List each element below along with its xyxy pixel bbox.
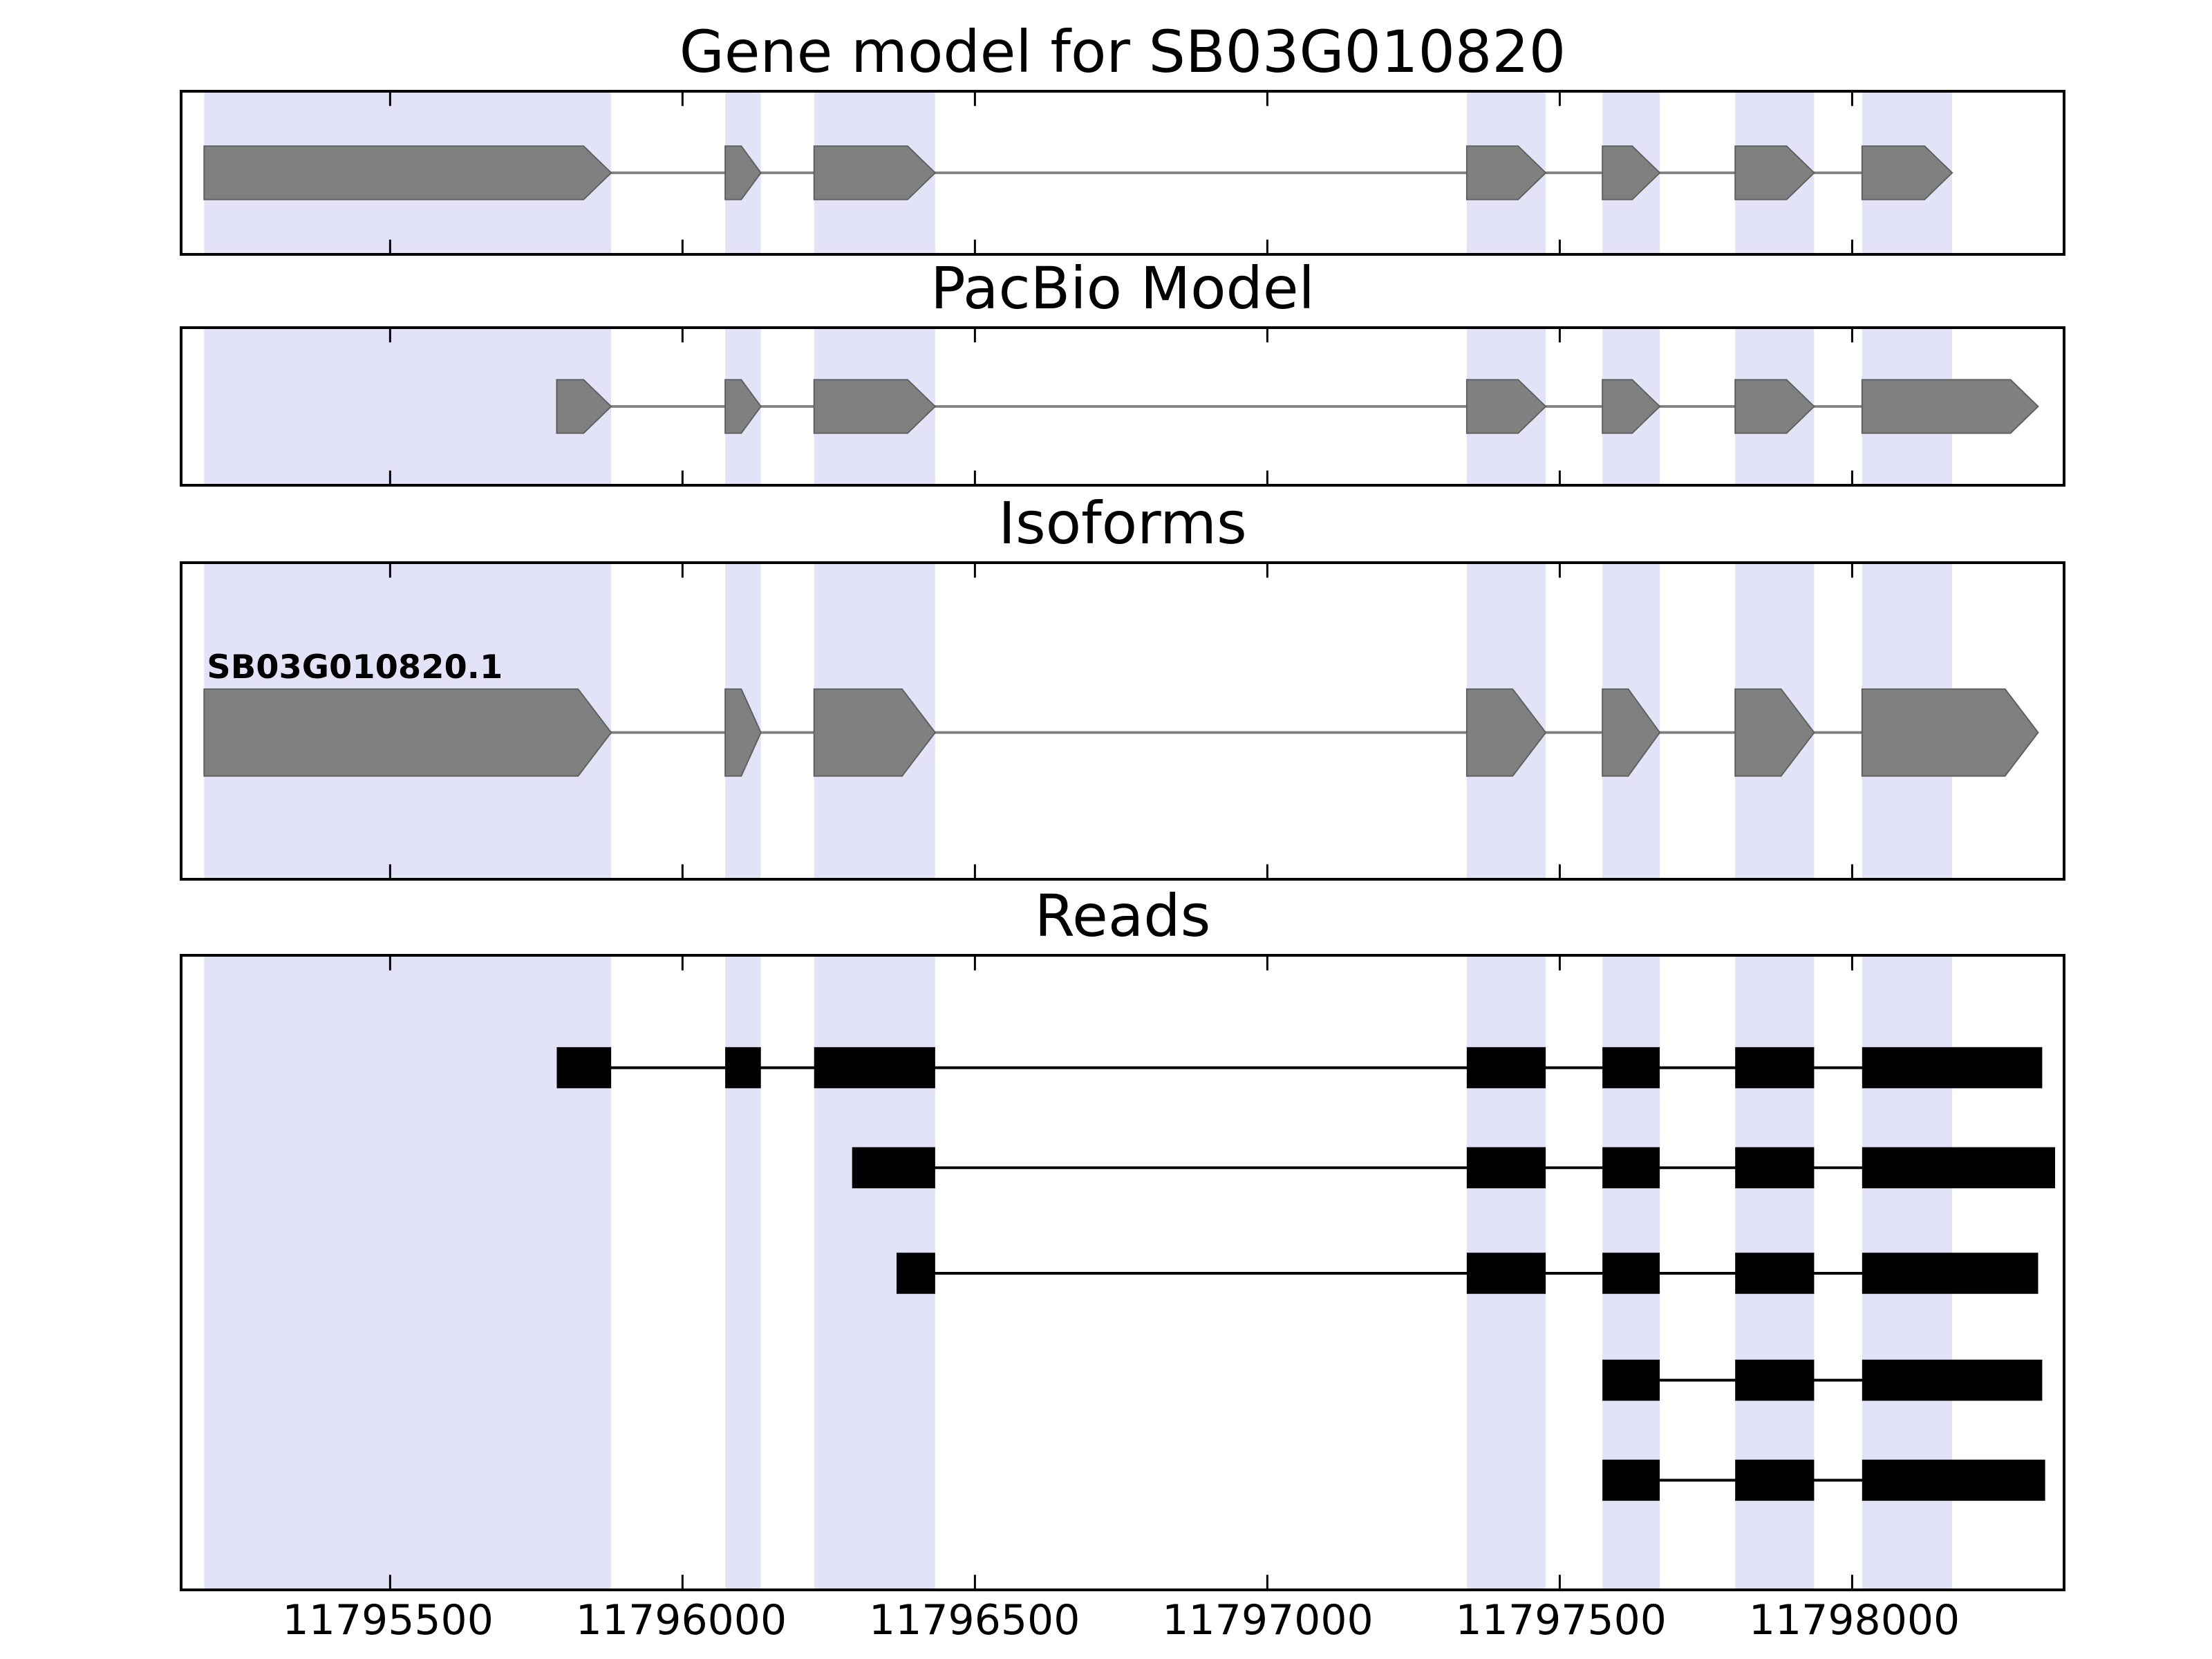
exon-block xyxy=(203,688,612,777)
x-tick-label: 11795500 xyxy=(282,1597,494,1645)
exon-block xyxy=(203,145,612,200)
read-block xyxy=(1862,1147,2056,1189)
exon-block xyxy=(1861,379,2039,434)
read-block xyxy=(1735,1253,1815,1294)
x-tick-label: 11797500 xyxy=(1455,1597,1667,1645)
read-block xyxy=(1862,1253,2038,1294)
read-block xyxy=(1602,1147,1660,1189)
read-block xyxy=(1602,1253,1660,1294)
highlight-band xyxy=(204,957,612,1588)
panel-pacbio xyxy=(180,326,2065,487)
exon-block xyxy=(813,688,937,777)
exon-block xyxy=(724,145,762,200)
exon-block xyxy=(1734,688,1815,777)
panel-title-gene-model: Gene model for SB03G010820 xyxy=(679,18,1566,86)
exon-block xyxy=(724,688,762,777)
exon-block xyxy=(1861,688,2039,777)
exon-block xyxy=(724,379,762,434)
panel-gene-model xyxy=(180,90,2065,256)
pacbio-plot xyxy=(204,329,2039,484)
exon-block xyxy=(1602,145,1661,200)
exon-block xyxy=(1602,379,1661,434)
exon-block xyxy=(813,145,937,200)
isoform-label: SB03G010820.1 xyxy=(207,648,503,686)
panel-title-isoforms: Isoforms xyxy=(998,489,1247,557)
panel-isoforms: SB03G010820.1 xyxy=(180,561,2065,881)
exon-block xyxy=(1465,145,1547,200)
read-block xyxy=(897,1253,935,1294)
x-tick-label: 11798000 xyxy=(1748,1597,1960,1645)
read-block xyxy=(1862,1459,2045,1501)
read-block xyxy=(725,1047,761,1089)
read-block xyxy=(814,1047,935,1089)
read-block xyxy=(1602,1359,1660,1401)
exon-block xyxy=(1465,379,1547,434)
x-tick-label: 11796000 xyxy=(575,1597,787,1645)
read-block xyxy=(1862,1047,2043,1089)
read-block xyxy=(1735,1047,1815,1089)
read-block xyxy=(1862,1359,2043,1401)
exon-block xyxy=(1734,145,1815,200)
exon-block xyxy=(813,379,937,434)
read-block xyxy=(1466,1253,1546,1294)
exon-block xyxy=(1602,688,1661,777)
read-block xyxy=(1735,1147,1815,1189)
read-block xyxy=(556,1047,612,1089)
read-block xyxy=(1602,1047,1660,1089)
exon-block xyxy=(1465,688,1547,777)
read-block xyxy=(1735,1359,1815,1401)
exon-block xyxy=(556,379,612,434)
reads-plot xyxy=(204,957,2056,1588)
isoforms-plot: SB03G010820.1 xyxy=(203,564,2039,878)
panel-reads xyxy=(180,954,2065,1591)
x-tick-label: 11797000 xyxy=(1162,1597,1374,1645)
exon-block xyxy=(1861,145,1953,200)
panel-title-pacbio: PacBio Model xyxy=(930,254,1315,322)
exon-block xyxy=(1734,379,1815,434)
gene-model-plot xyxy=(203,93,1953,253)
highlight-band xyxy=(204,329,612,484)
read-block xyxy=(1466,1047,1546,1089)
read-block xyxy=(1466,1147,1546,1189)
read-block xyxy=(852,1147,935,1189)
x-axis-tick-labels: 11795500 11796000 11796500 11797000 11797500… xyxy=(0,1597,2212,1653)
read-block xyxy=(1602,1459,1660,1501)
read-block xyxy=(1735,1459,1815,1501)
x-tick-label: 11796500 xyxy=(869,1597,1080,1645)
panel-title-reads: Reads xyxy=(1034,882,1211,950)
